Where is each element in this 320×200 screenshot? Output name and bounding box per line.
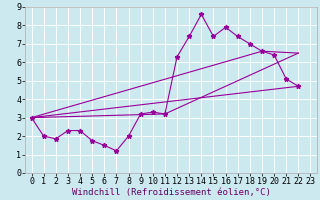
X-axis label: Windchill (Refroidissement éolien,°C): Windchill (Refroidissement éolien,°C) <box>72 188 270 197</box>
